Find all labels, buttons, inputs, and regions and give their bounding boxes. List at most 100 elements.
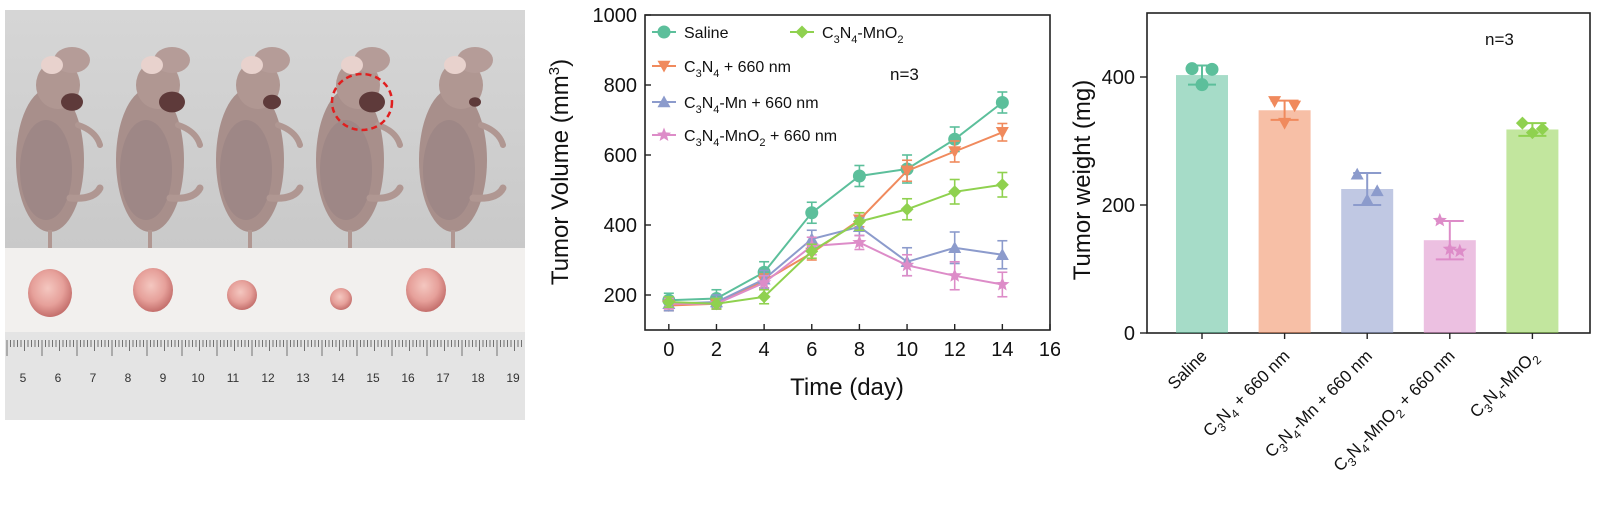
bar: [1341, 189, 1394, 333]
y-tick-label: 0: [1124, 323, 1135, 345]
ruler-number: 15: [366, 371, 380, 385]
line-chart-plot-frame: [644, 14, 1051, 331]
ruler-number: 10: [191, 371, 205, 385]
bar-group-c3n4mno2: [1506, 116, 1559, 333]
data-point: [995, 96, 1009, 109]
excised-tumor: [406, 268, 446, 312]
data-point: [852, 235, 867, 249]
replicate-point: [1205, 62, 1219, 76]
replicate-point: [1195, 78, 1209, 92]
mouse-image: [216, 47, 304, 248]
data-point: [995, 277, 1010, 291]
y-tick-label: 600: [604, 145, 637, 167]
x-tick-label: 6: [806, 339, 817, 361]
data-point: [757, 275, 772, 289]
mice-group: [16, 47, 507, 248]
series-c3n4_660: [662, 122, 1009, 312]
replicate-point: [1278, 117, 1292, 130]
data-point: [805, 206, 819, 220]
legend-marker: [795, 25, 809, 39]
legend-entry-c3n4_660: C3N4 + 660 nm: [652, 59, 791, 80]
data-point: [709, 297, 723, 311]
data-point: [948, 241, 962, 253]
data-point: [948, 146, 962, 158]
mouse-image: [316, 47, 404, 248]
series-c3n4mno2: [662, 171, 1009, 311]
ruler-number: 5: [20, 371, 27, 385]
series-line: [668, 101, 1004, 302]
replicate-point: [1442, 241, 1457, 256]
data-point: [947, 268, 962, 282]
data-point: [852, 169, 866, 183]
ruler-number: 12: [261, 371, 275, 385]
y-tick-label: 1000: [593, 5, 638, 27]
y-tick-label: 200: [1102, 195, 1135, 217]
legend-label: Saline: [684, 25, 729, 42]
ruler-number: 7: [90, 371, 97, 385]
data-point: [948, 185, 962, 199]
legend-entry-c3n4mno2_660: C3N4-MnO2 + 660 nm: [652, 127, 837, 149]
y-tick-label: 400: [1102, 67, 1135, 89]
x-tick-label: C3N4-MnO2: [1466, 346, 1544, 424]
replicate-point: [1525, 126, 1539, 140]
ruler-number: 19: [506, 371, 520, 385]
replicate-point: [1268, 96, 1282, 108]
legend-marker: [656, 127, 672, 141]
y-tick-label: 200: [604, 285, 637, 307]
data-point: [805, 244, 819, 258]
bar: [1258, 110, 1311, 333]
data-point: [757, 290, 771, 304]
replicate-point: [1370, 184, 1384, 197]
replicate-point: [1288, 100, 1302, 113]
replicate-point: [1360, 193, 1374, 206]
replicate-point: [1185, 62, 1199, 76]
bar-group-c3n4mno2_660: [1423, 212, 1476, 333]
legend-entry-c3n4mn_660: C3N4-Mn + 660 nm: [652, 95, 819, 116]
data-point: [852, 215, 866, 228]
series-line: [668, 241, 1003, 305]
data-point: [662, 295, 676, 309]
bar-chart-n-annotation: n=3: [1485, 30, 1514, 49]
x-tick-label: 8: [854, 339, 865, 361]
legend-entry-c3n4mno2: C3N4-MnO2: [790, 25, 904, 46]
legend-entry-saline: Saline: [652, 25, 729, 42]
bar: [1176, 75, 1228, 333]
mouse-image: [116, 47, 204, 248]
data-point: [900, 165, 914, 178]
data-point: [995, 127, 1009, 139]
y-tick-label: 400: [604, 215, 637, 237]
ruler-number: 18: [471, 371, 485, 385]
ruler-number: 13: [296, 371, 310, 385]
x-tick-label: Saline: [1164, 346, 1211, 393]
legend-marker: [657, 25, 671, 39]
excised-tumor: [28, 269, 72, 317]
ruler-number: 14: [331, 371, 345, 385]
line-chart-n-annotation: n=3: [890, 65, 919, 84]
data-point: [995, 248, 1009, 260]
replicate-point: [1350, 167, 1364, 180]
legend-label: C3N4-MnO2 + 660 nm: [684, 128, 837, 149]
replicate-point: [1432, 212, 1447, 227]
line-chart-x-axis-label: Time (day): [790, 374, 904, 401]
ruler-number: 17: [436, 371, 450, 385]
x-tick-label: 0: [663, 339, 674, 361]
ruler-number: 11: [227, 371, 240, 385]
y-tick-label: 800: [604, 75, 637, 97]
ruler-number: 9: [160, 371, 167, 385]
data-point: [900, 202, 914, 216]
legend-label: C3N4-MnO2: [822, 25, 904, 46]
data-point: [995, 178, 1009, 192]
x-tick-label: 4: [759, 339, 770, 361]
series-line: [668, 183, 1003, 305]
ruler-ticks: [6, 340, 522, 356]
x-tick-label: 2: [711, 339, 722, 361]
ruler-number: 8: [125, 371, 132, 385]
tumor-group: [28, 268, 446, 317]
legend-label: C3N4 + 660 nm: [684, 59, 791, 80]
excised-tumor: [133, 268, 173, 312]
bar-group-c3n4mn_660: [1341, 167, 1394, 333]
tumor-highlight-circle: [330, 72, 394, 132]
x-tick-label: 10: [896, 339, 918, 361]
bar-group-saline: [1176, 62, 1228, 333]
